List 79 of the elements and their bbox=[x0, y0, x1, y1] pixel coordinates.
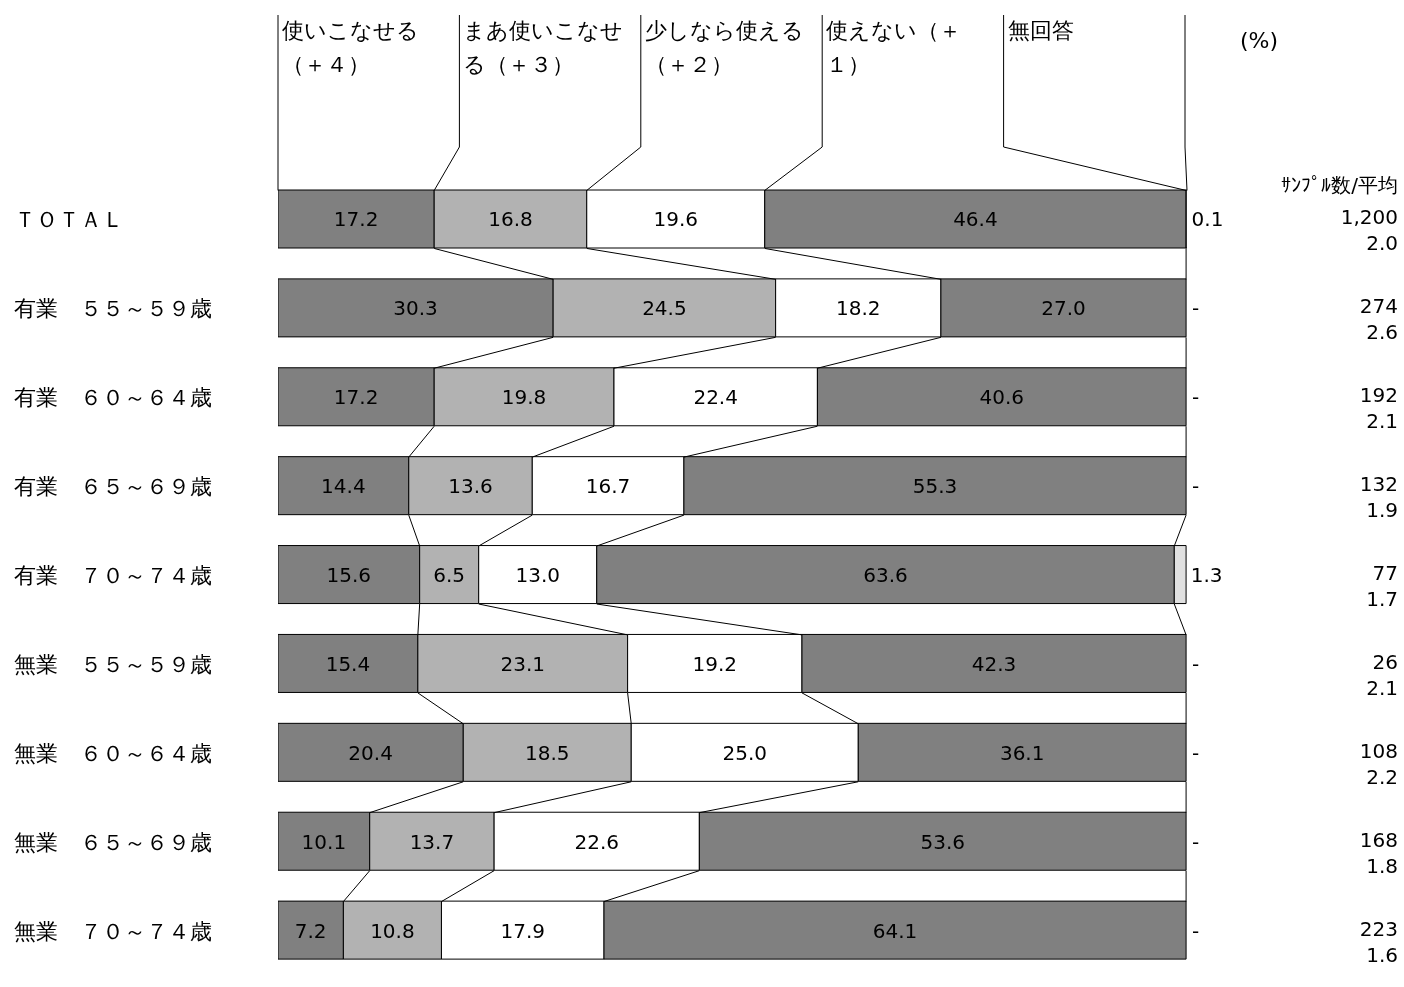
data-label: - bbox=[1191, 740, 1200, 765]
text: 使えない（＋１） bbox=[826, 17, 963, 79]
data-label: 19.8 bbox=[501, 385, 547, 410]
data-label: 17.2 bbox=[333, 385, 379, 410]
data-label: 18.2 bbox=[836, 296, 881, 321]
data-label: 10.8 bbox=[370, 918, 415, 943]
text: 2.2 bbox=[1366, 764, 1398, 789]
text: 無回答 bbox=[1007, 17, 1075, 45]
text: 2.6 bbox=[1366, 320, 1398, 345]
data-label: 23.1 bbox=[500, 651, 545, 676]
data-label: 19.6 bbox=[653, 207, 699, 232]
y-tick-label: 有業 ５５～５９歳 bbox=[14, 296, 212, 322]
data-label: 10.1 bbox=[301, 829, 347, 854]
data-label: 1.3 bbox=[1190, 563, 1223, 587]
data-label: 64.1 bbox=[872, 918, 918, 943]
data-label: 36.1 bbox=[999, 740, 1045, 765]
data-label: 13.6 bbox=[448, 474, 493, 499]
data-label: 22.4 bbox=[693, 385, 738, 410]
text: 少しなら使える（＋２） bbox=[644, 17, 805, 79]
data-label: 46.4 bbox=[953, 207, 998, 232]
text: 1.6 bbox=[1366, 942, 1398, 967]
data-label: - bbox=[1191, 918, 1200, 943]
text: 192 bbox=[1359, 383, 1398, 408]
text: 2.1 bbox=[1366, 675, 1398, 700]
text: 使いこなせる（＋４） bbox=[282, 17, 420, 79]
data-label: 17.2 bbox=[333, 207, 379, 232]
data-label: 20.4 bbox=[348, 740, 393, 765]
text: 2.1 bbox=[1366, 409, 1398, 434]
text: 108 bbox=[1359, 738, 1398, 763]
text: 77 bbox=[1372, 561, 1398, 585]
text: 26 bbox=[1372, 649, 1398, 674]
text: 1.8 bbox=[1366, 853, 1398, 878]
data-label: 16.7 bbox=[585, 474, 631, 499]
text: 2.0 bbox=[1366, 231, 1398, 256]
data-label: 27.0 bbox=[1041, 296, 1086, 321]
data-label: - bbox=[1191, 296, 1200, 321]
y-tick-label: 有業 ７０～７４歳 bbox=[14, 563, 212, 588]
text: 1.7 bbox=[1366, 587, 1398, 611]
data-label: 13.0 bbox=[515, 563, 560, 587]
data-label: 55.3 bbox=[912, 474, 958, 499]
data-label: 30.3 bbox=[393, 296, 438, 321]
data-label: 40.6 bbox=[979, 385, 1025, 410]
text: 274 bbox=[1359, 294, 1398, 319]
data-label: 22.6 bbox=[574, 829, 620, 854]
text: 1.9 bbox=[1366, 498, 1398, 523]
data-label: - bbox=[1191, 474, 1200, 499]
data-label: 0.1 bbox=[1191, 207, 1224, 232]
data-label: 15.4 bbox=[325, 651, 371, 676]
data-label: 6.5 bbox=[433, 563, 466, 587]
data-label: 14.4 bbox=[321, 474, 366, 499]
text: まあ使いこなせる（＋３） bbox=[463, 17, 625, 79]
data-label: 53.6 bbox=[920, 829, 965, 854]
data-label: - bbox=[1191, 651, 1200, 676]
data-label: 63.6 bbox=[863, 563, 908, 587]
data-label: 17.9 bbox=[500, 918, 545, 943]
text: 132 bbox=[1359, 472, 1398, 497]
text: 168 bbox=[1359, 827, 1398, 852]
y-tick-label: 無業 ６５～６９歳 bbox=[14, 829, 212, 855]
data-label: 19.2 bbox=[692, 651, 738, 676]
text: ｻﾝﾌﾟﾙ数/平均 bbox=[1281, 173, 1398, 197]
data-label: - bbox=[1191, 385, 1200, 410]
y-tick-label: ＴＯＴＡＬ bbox=[14, 207, 124, 233]
data-label: 13.7 bbox=[409, 829, 455, 854]
data-label: 24.5 bbox=[642, 296, 687, 321]
y-tick-label: 有業 ６５～６９歳 bbox=[14, 474, 212, 500]
text: 1,200 bbox=[1340, 205, 1398, 230]
data-label: 15.6 bbox=[326, 563, 372, 587]
y-tick-label: 無業 ６０～６４歳 bbox=[14, 740, 212, 766]
data-label: 7.2 bbox=[294, 918, 327, 943]
y-tick-label: 無業 ５５～５９歳 bbox=[14, 651, 212, 677]
data-label: 25.0 bbox=[722, 740, 768, 765]
text: (%) bbox=[1240, 28, 1279, 53]
data-label: 18.5 bbox=[524, 740, 570, 765]
y-tick-label: 有業 ６０～６４歳 bbox=[14, 385, 212, 411]
y-tick-label: 無業 ７０～７４歳 bbox=[14, 918, 212, 944]
data-label: 42.3 bbox=[971, 651, 1017, 676]
text: 223 bbox=[1359, 916, 1398, 941]
data-label: - bbox=[1191, 829, 1200, 854]
data-label: 16.8 bbox=[488, 207, 533, 232]
